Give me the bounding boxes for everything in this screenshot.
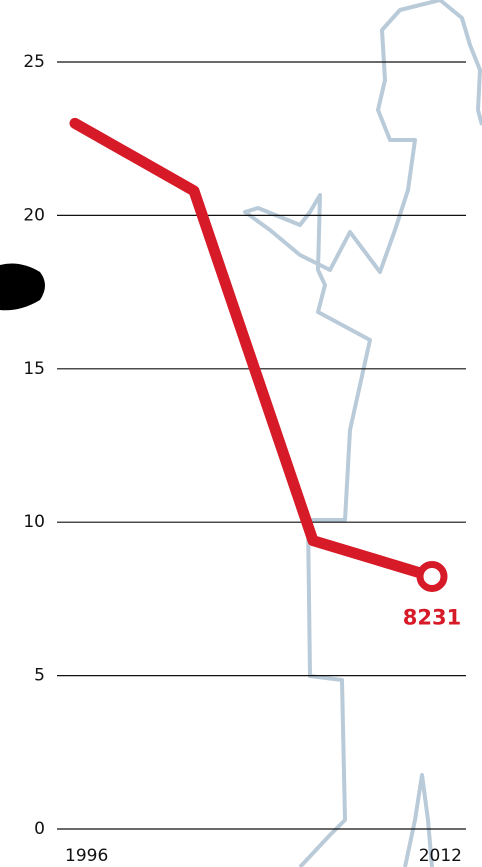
x-tick-label: 2012 <box>419 846 462 866</box>
y-tick-label: 20 <box>23 205 45 225</box>
line <box>75 123 432 576</box>
x-tick-label: 1996 <box>65 846 108 866</box>
decoration <box>0 264 45 311</box>
y-tick-label: 15 <box>23 359 45 379</box>
value-label: 8231 <box>403 605 461 629</box>
y-tick-label: 10 <box>23 512 45 532</box>
y-tick-label: 0 <box>34 819 45 839</box>
chart: 0 5 10 15 20 25 1996 2012 8231 <box>0 0 482 867</box>
page: 0510152025199620128231 (() => { const da… <box>0 0 482 867</box>
end-point <box>420 564 444 588</box>
y-tick-label: 25 <box>23 52 45 72</box>
y-tick-label: 5 <box>34 666 45 686</box>
